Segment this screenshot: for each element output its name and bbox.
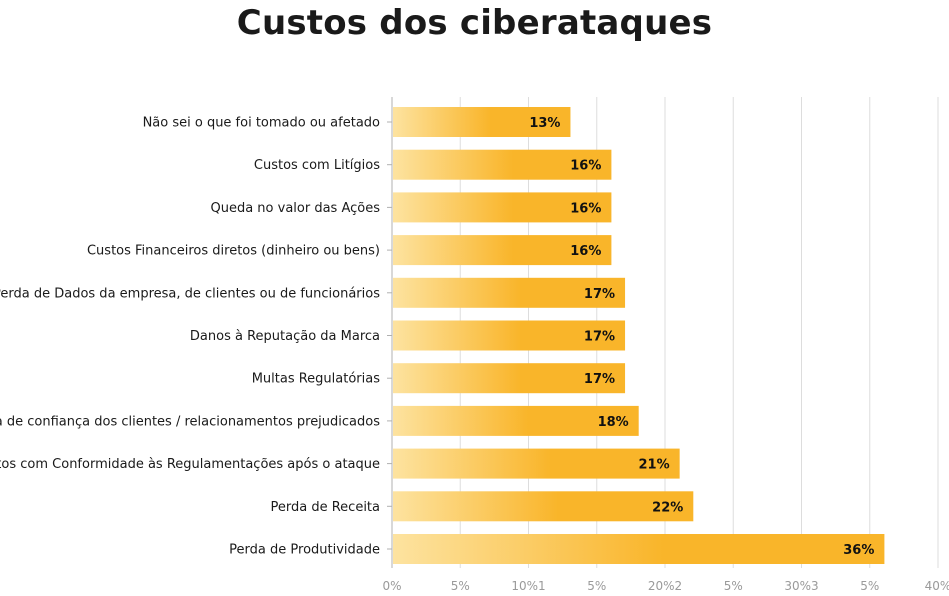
bar (393, 277, 626, 308)
data-label: 16% (570, 201, 601, 216)
category-label: Custos com Conformidade às Regulamentaçõ… (0, 457, 380, 472)
data-label: 13% (529, 116, 560, 131)
x-tick-label: 5% (451, 579, 470, 593)
bar (393, 107, 571, 137)
x-tick-label: 30%3 (784, 579, 818, 593)
chart-title: Custos dos ciberataques (236, 3, 713, 43)
axes: 0% 5% 10%1 5% 20%2 5% 30%3 5% 40% Não sei o que f… (0, 97, 949, 593)
bar (393, 235, 612, 266)
data-label: 16% (570, 159, 601, 174)
bar (393, 192, 612, 223)
x-tick-label: 10%1 (511, 579, 545, 593)
category-label: Não sei o que foi tomado ou afetado (143, 116, 380, 131)
data-label: 17% (584, 330, 615, 345)
bar (393, 405, 639, 436)
bar (393, 448, 680, 479)
data-label: 16% (570, 244, 601, 259)
category-label: Custos com Litígios (254, 158, 380, 173)
data-label: 22% (652, 500, 683, 515)
bar (393, 320, 626, 351)
x-tick-label: 5% (860, 579, 879, 593)
data-label: 17% (584, 372, 615, 387)
bar (393, 534, 885, 564)
x-tick-label: 5% (587, 579, 606, 593)
bar (393, 149, 612, 180)
data-label: 36% (843, 543, 874, 558)
category-label: Queda no valor das Ações (210, 201, 380, 216)
category-label: Perda de Produtividade (229, 543, 380, 558)
x-tick-label: 0% (382, 579, 401, 593)
data-label: 21% (639, 458, 670, 473)
category-label: Perda de Receita (271, 500, 381, 515)
category-label: Perda de confiança dos clientes / relaci… (0, 414, 380, 429)
bars: 13% 16% 16% 16% 17% 17% 17% 18% 21% 22% 36% (393, 107, 885, 564)
x-tick-label: 5% (724, 579, 743, 593)
category-label: Custos Financeiros diretos (dinheiro ou … (87, 244, 380, 259)
x-tick-label: 20%2 (648, 579, 682, 593)
category-label: Perda de Dados da empresa, de clientes o… (0, 286, 380, 301)
x-tick-label: 40% (925, 579, 949, 593)
bar (393, 363, 626, 394)
bar (393, 491, 694, 522)
category-label: Danos à Reputação da Marca (190, 329, 380, 344)
data-label: 17% (584, 287, 615, 302)
category-label: Multas Regulatórias (252, 372, 381, 387)
data-label: 18% (598, 415, 629, 430)
